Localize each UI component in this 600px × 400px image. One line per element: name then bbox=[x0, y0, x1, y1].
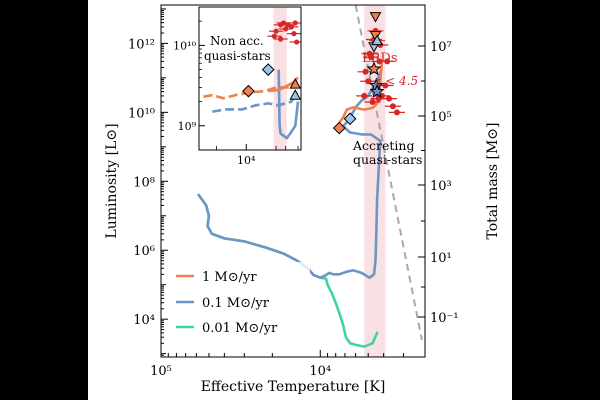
inset-triangle-0 bbox=[289, 78, 302, 89]
y2-tick-label-2: 10³ bbox=[430, 179, 452, 194]
marker-layer bbox=[332, 12, 385, 135]
legend-label-3: 0.01 M⊙/yr bbox=[202, 321, 278, 336]
diamond-marker-0 bbox=[332, 121, 346, 135]
lrd-point-11 bbox=[393, 109, 400, 116]
redshift-annotation: z < 4.5 bbox=[374, 74, 418, 88]
lrd-point-17 bbox=[376, 58, 383, 65]
inset-lrd-point-10 bbox=[280, 20, 287, 26]
star-marker-2 bbox=[366, 61, 382, 76]
lrd-point-15 bbox=[361, 92, 368, 99]
lrd-point-5 bbox=[369, 98, 376, 105]
inset-series-2 bbox=[277, 69, 300, 140]
inset-x-tick-label: 10⁴ bbox=[237, 154, 256, 167]
inset-series-1 bbox=[212, 94, 297, 113]
y2-tick-label-0: 10⁻¹ bbox=[430, 311, 459, 326]
y-tick-label-2: 10⁸ bbox=[133, 175, 155, 190]
inset-band-layer bbox=[273, 7, 287, 150]
inset-lrd-point-9 bbox=[294, 39, 300, 45]
y-ticks: 10⁴ 10⁶ 10⁸ 10¹⁰ 10¹² bbox=[128, 8, 168, 358]
y2-ticks: 10⁻¹ 10¹ 10³ 10⁵ 10⁷ bbox=[418, 40, 459, 326]
lrd-point-4 bbox=[362, 68, 369, 75]
x-axis-label: Effective Temperature [K] bbox=[201, 379, 386, 395]
inset-diamond-0 bbox=[242, 84, 255, 98]
lrd-point-8 bbox=[382, 82, 389, 89]
y-tick-label-1: 10⁶ bbox=[133, 244, 155, 259]
inset-panel: Non acc. quasi-stars 10⁴ 10⁹ 10¹⁰ bbox=[173, 6, 302, 167]
inset-series-0 bbox=[203, 83, 297, 100]
inset-lrd-layer bbox=[267, 20, 301, 45]
inset-lrd-point-0 bbox=[273, 28, 279, 34]
y-tick-label-4: 10¹² bbox=[128, 37, 155, 52]
inset-lrd-point-5 bbox=[292, 20, 298, 26]
diamond-marker-1 bbox=[343, 112, 357, 126]
inset-shaded-band bbox=[273, 7, 287, 150]
inset-marker-layer bbox=[242, 63, 302, 100]
y2-tick-label-1: 10¹ bbox=[430, 251, 452, 266]
triangle-down-marker-1 bbox=[369, 30, 382, 42]
triangle-up-marker-0 bbox=[371, 34, 383, 46]
legend-label-2: 0.1 M⊙/yr bbox=[202, 296, 270, 311]
lrds-annotation: LRDs bbox=[362, 51, 398, 66]
y-tick-label-3: 10¹⁰ bbox=[128, 106, 155, 121]
inset-lrd-point-7 bbox=[271, 33, 277, 39]
star-marker-1 bbox=[369, 83, 385, 99]
triangle-down-marker-0 bbox=[369, 12, 382, 23]
dashed-line-layer bbox=[354, 5, 423, 341]
y-tick-label-0: 10⁴ bbox=[133, 313, 155, 328]
inset-title-line1: Non acc. bbox=[210, 34, 264, 48]
legend-label-1: 1 M⊙/yr bbox=[202, 270, 257, 285]
x-tick-label-0: 10⁵ bbox=[150, 364, 172, 379]
inset-frame bbox=[198, 6, 302, 151]
legend: 1 M⊙/yr 0.1 M⊙/yr 0.01 M⊙/yr bbox=[168, 262, 310, 340]
mass-dashed-line bbox=[354, 5, 423, 341]
x-tick-label-1: 10⁴ bbox=[309, 364, 331, 379]
inset-lrd-point-6 bbox=[277, 36, 284, 42]
inset-diamond-1 bbox=[261, 63, 275, 76]
y2-tick-label-4: 10⁷ bbox=[430, 40, 452, 55]
y-axis-label: Luminosity [L⊙] bbox=[104, 123, 120, 238]
inset-lrd-point-8 bbox=[291, 31, 297, 37]
y2-tick-label-3: 10⁵ bbox=[430, 110, 452, 125]
inset-series-layer bbox=[203, 69, 300, 140]
inset-ticks: 10⁴ 10⁹ 10¹⁰ bbox=[173, 6, 299, 167]
inset-lrd-point-4 bbox=[288, 24, 295, 30]
accreting-annotation-line2: quasi-stars bbox=[353, 152, 422, 167]
y2-axis-label: Total mass [M⊙] bbox=[485, 122, 501, 239]
lrd-point-14 bbox=[366, 50, 373, 57]
lrd-point-10 bbox=[389, 103, 396, 110]
inset-title-line2: quasi-stars bbox=[204, 49, 271, 63]
lrd-point-9 bbox=[386, 95, 393, 102]
lrd-point-3 bbox=[365, 78, 372, 85]
accreting-annotation-line1: Accreting bbox=[352, 138, 414, 153]
inset-lrd-point-2 bbox=[283, 26, 289, 32]
inset-triangle-1 bbox=[289, 89, 302, 100]
inset-y-tick-label-0: 10⁹ bbox=[178, 120, 197, 133]
inset-y-tick-label-1: 10¹⁰ bbox=[173, 39, 196, 52]
